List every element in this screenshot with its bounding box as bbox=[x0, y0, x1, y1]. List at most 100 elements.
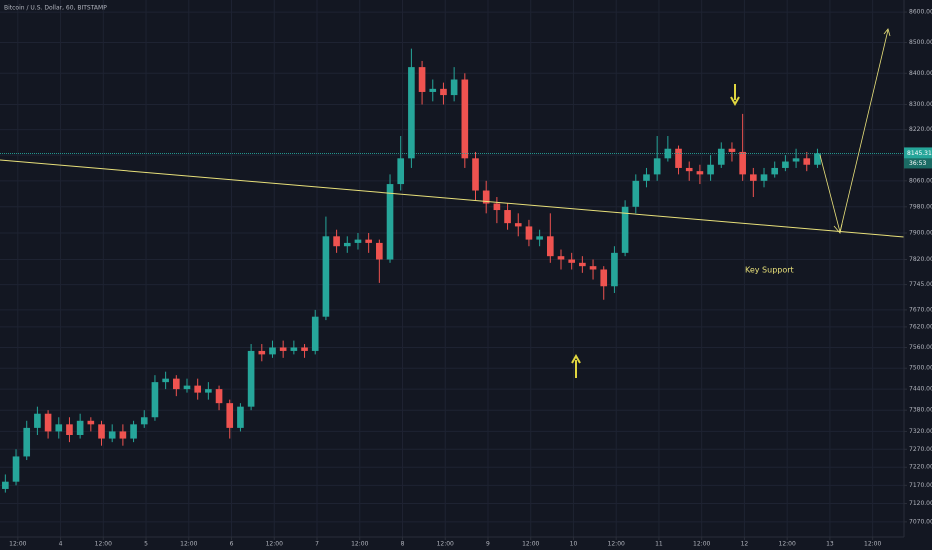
candle-body bbox=[226, 403, 234, 428]
candles bbox=[2, 48, 821, 493]
candle-body bbox=[664, 148, 672, 159]
x-tick-label: 13 bbox=[826, 541, 834, 548]
y-tick-label: 7220.00 bbox=[909, 464, 932, 471]
candle-body bbox=[87, 420, 95, 425]
y-tick-label: 8400.00 bbox=[909, 70, 932, 77]
candle-body bbox=[130, 424, 137, 439]
candle-body bbox=[376, 242, 383, 260]
y-tick-label: 7820.00 bbox=[909, 256, 932, 263]
x-tick-label: 12:00 bbox=[608, 541, 625, 548]
candle-body bbox=[23, 427, 31, 457]
candle-body bbox=[418, 67, 426, 92]
candle-body bbox=[108, 431, 116, 439]
candle-body bbox=[386, 184, 394, 260]
candle-body bbox=[311, 316, 319, 351]
x-tick-label: 4 bbox=[59, 541, 63, 548]
candle-body bbox=[322, 236, 330, 317]
candle-body bbox=[536, 236, 543, 240]
x-tick-label: 6 bbox=[230, 541, 234, 548]
candle-body bbox=[493, 203, 501, 211]
candle-body bbox=[653, 158, 661, 175]
y-tick-label: 8060.00 bbox=[909, 177, 932, 184]
candle-body bbox=[632, 180, 640, 207]
y-tick-label: 8500.00 bbox=[909, 39, 932, 46]
y-tick-label: 7270.00 bbox=[909, 446, 932, 453]
x-tick-label: 12 bbox=[741, 541, 749, 548]
candle-body bbox=[408, 67, 415, 159]
y-tick-label: 7440.00 bbox=[909, 386, 932, 393]
x-tick-label: 11 bbox=[655, 541, 663, 548]
candle-body bbox=[557, 256, 565, 260]
candle-body bbox=[728, 148, 736, 152]
candle-body bbox=[696, 171, 704, 175]
candle-body bbox=[771, 167, 779, 175]
candle-body bbox=[183, 385, 191, 390]
arrow-head bbox=[883, 28, 891, 37]
x-tick-label: 5 bbox=[144, 541, 148, 548]
x-tick-label: 12:00 bbox=[522, 541, 539, 548]
y-tick-label: 7560.00 bbox=[909, 344, 932, 351]
x-tick-label: 9 bbox=[486, 541, 490, 548]
candle-body bbox=[66, 424, 73, 435]
candle-body bbox=[482, 190, 490, 204]
candle-body bbox=[760, 174, 768, 181]
candle-body bbox=[12, 456, 20, 482]
candle-body bbox=[2, 481, 9, 489]
candle-body bbox=[34, 413, 41, 428]
candle-body bbox=[717, 148, 725, 165]
candle-body bbox=[803, 158, 811, 165]
candle-body bbox=[546, 236, 554, 257]
candle-body bbox=[600, 269, 608, 287]
y-tick-label: 7120.00 bbox=[909, 500, 932, 507]
arrow-head bbox=[833, 223, 843, 234]
candle-body bbox=[397, 158, 405, 185]
candle-body bbox=[739, 151, 746, 175]
x-tick-label: 10 bbox=[570, 541, 578, 548]
candle-body bbox=[365, 239, 372, 243]
candle-body bbox=[247, 350, 255, 407]
y-tick-label: 7320.00 bbox=[909, 428, 932, 435]
candle-body bbox=[450, 79, 458, 96]
down-arrow bbox=[730, 84, 740, 107]
countdown-box bbox=[904, 158, 932, 169]
y-tick-label: 7070.00 bbox=[909, 518, 932, 525]
candle-body bbox=[643, 174, 650, 181]
candle-body bbox=[44, 413, 52, 432]
candle-body bbox=[98, 424, 105, 439]
candle-body bbox=[55, 424, 63, 432]
candle-body bbox=[568, 259, 575, 263]
candle-body bbox=[621, 206, 629, 253]
candle-body bbox=[76, 420, 84, 435]
candle-body bbox=[525, 226, 533, 240]
candle-body bbox=[589, 266, 597, 270]
y-tick-label: 8220.00 bbox=[909, 126, 932, 133]
x-tick-label: 12:00 bbox=[351, 541, 368, 548]
drawings: Key Support bbox=[0, 28, 905, 378]
x-tick-label: 12:00 bbox=[779, 541, 796, 548]
x-tick-label: 12:00 bbox=[9, 541, 26, 548]
candle-body bbox=[675, 148, 682, 168]
x-tick-label: 8 bbox=[401, 541, 405, 548]
candle-body bbox=[194, 385, 201, 393]
chart-title: Bitcoin / U.S. Dollar, 60, BITSTAMP bbox=[4, 5, 107, 12]
candle-body bbox=[269, 347, 276, 355]
candle-body bbox=[461, 79, 469, 159]
up-arrow bbox=[571, 353, 581, 378]
candle-body bbox=[792, 158, 800, 162]
y-tick-label: 7980.00 bbox=[909, 203, 932, 210]
y-tick-label: 7500.00 bbox=[909, 365, 932, 372]
y-tick-label: 7745.00 bbox=[909, 281, 932, 288]
axes: 7070.00 7120.00 7170.00 7220.00 7270.00 7320.… bbox=[9, 9, 932, 548]
annotation-text: Key Support bbox=[745, 266, 794, 275]
candle-body bbox=[333, 236, 340, 247]
candle-body bbox=[290, 347, 298, 351]
x-tick-label: 12:00 bbox=[180, 541, 197, 548]
y-tick-label: 7620.00 bbox=[909, 323, 932, 330]
candle-body bbox=[472, 158, 479, 191]
candle-body bbox=[205, 389, 212, 393]
candle-body bbox=[514, 223, 522, 227]
candle-body bbox=[237, 406, 244, 428]
candle-body bbox=[258, 350, 266, 355]
candle-body bbox=[611, 252, 618, 287]
